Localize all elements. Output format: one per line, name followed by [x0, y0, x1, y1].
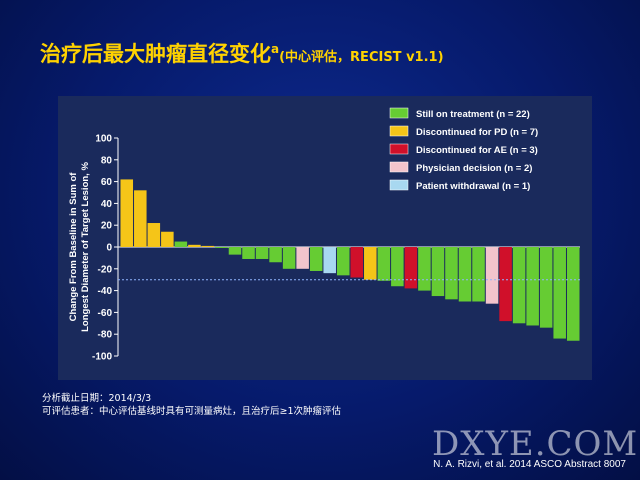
- y-tick-label: 80: [101, 155, 113, 166]
- waterfall-bar: [120, 179, 134, 247]
- y-tick-label: 0: [106, 243, 112, 254]
- legend-label: Discontinued for PD (n = 7): [416, 127, 538, 138]
- note-evaluable-patients: 可评估患者：中心评估基线时具有可测量病灶，且治疗后≥1次肿瘤评估: [42, 406, 342, 417]
- waterfall-bar: [215, 247, 228, 248]
- waterfall-bar: [242, 247, 255, 259]
- waterfall-bar: [364, 247, 377, 280]
- y-axis-title: Change From Baseline in Sum of: [68, 172, 79, 322]
- waterfall-bar: [539, 247, 553, 328]
- title-main: 治疗后最大肿瘤直径变化: [40, 42, 271, 66]
- title-subtitle: (中心评估，RECIST v1.1): [279, 50, 444, 65]
- waterfall-bar: [566, 247, 580, 341]
- waterfall-bar: [147, 223, 161, 247]
- legend-swatch: [389, 179, 409, 191]
- y-tick-label: -100: [92, 352, 112, 363]
- waterfall-bar: [418, 247, 431, 291]
- y-tick-label: 100: [95, 134, 112, 145]
- chart-panel: 100 80 60 40 20 0 -20 -40 -60 -80 -100 Change From …: [58, 96, 592, 380]
- waterfall-bar: [377, 247, 391, 281]
- waterfall-bar: [512, 247, 526, 324]
- waterfall-bar: [445, 247, 458, 300]
- note-cutoff-date: 分析截止日期：2014/3/3: [42, 393, 152, 404]
- y-tick-label: 40: [101, 199, 113, 210]
- citation: N. A. Rizvi, et al. 2014 ASCO Abstract 8…: [433, 459, 626, 470]
- y-tick-label: 60: [101, 177, 113, 188]
- legend-swatch: [389, 107, 409, 119]
- legend-label: Physician decision (n = 2): [416, 163, 532, 174]
- footnotes: 分析截止日期：2014/3/3 可评估患者：中心评估基线时具有可测量病灶，且治疗…: [42, 392, 341, 418]
- legend-swatch: [389, 161, 409, 173]
- title-superscript: a: [271, 42, 280, 56]
- waterfall-bar: [282, 247, 296, 269]
- waterfall-chart: 100 80 60 40 20 0 -20 -40 -60 -80 -100 Change From …: [68, 107, 580, 363]
- waterfall-bar: [404, 247, 418, 289]
- waterfall-bar: [526, 247, 539, 326]
- waterfall-bar: [431, 247, 445, 297]
- waterfall-bar: [485, 247, 499, 304]
- y-tick-label: -80: [98, 330, 113, 341]
- waterfall-bar: [201, 245, 215, 247]
- waterfall-bar: [296, 247, 309, 269]
- waterfall-bar: [269, 247, 282, 263]
- waterfall-bar: [499, 247, 512, 322]
- waterfall-bar: [188, 244, 201, 247]
- slide-title: 治疗后最大肿瘤直径变化a(中心评估，RECIST v1.1): [40, 38, 444, 68]
- waterfall-bar: [336, 247, 350, 276]
- waterfall-bar: [309, 247, 323, 271]
- y-tick-label: -60: [98, 308, 113, 319]
- waterfall-bar: [458, 247, 472, 302]
- y-axis-title: Longest Diameter of Target Lesion, %: [80, 162, 91, 332]
- waterfall-bar: [391, 247, 404, 287]
- watermark: DXYE.COM: [432, 424, 639, 464]
- legend-swatch: [389, 143, 409, 155]
- waterfall-bar: [350, 247, 364, 278]
- y-tick-label: -20: [98, 264, 113, 275]
- waterfall-bar: [323, 247, 336, 274]
- y-tick-label: 20: [101, 221, 113, 232]
- waterfall-bar: [472, 247, 485, 302]
- legend-label: Discontinued for AE (n = 3): [416, 145, 538, 156]
- y-tick-label: -40: [98, 286, 113, 297]
- waterfall-bar: [161, 231, 174, 247]
- legend-swatch: [389, 125, 409, 137]
- waterfall-bar: [174, 241, 188, 247]
- legend-label: Patient withdrawal (n = 1): [416, 181, 530, 192]
- waterfall-bar: [134, 190, 147, 247]
- waterfall-bar: [553, 247, 566, 339]
- waterfall-bar: [228, 247, 242, 255]
- waterfall-bar: [255, 247, 269, 259]
- legend-label: Still on treatment (n = 22): [416, 109, 530, 120]
